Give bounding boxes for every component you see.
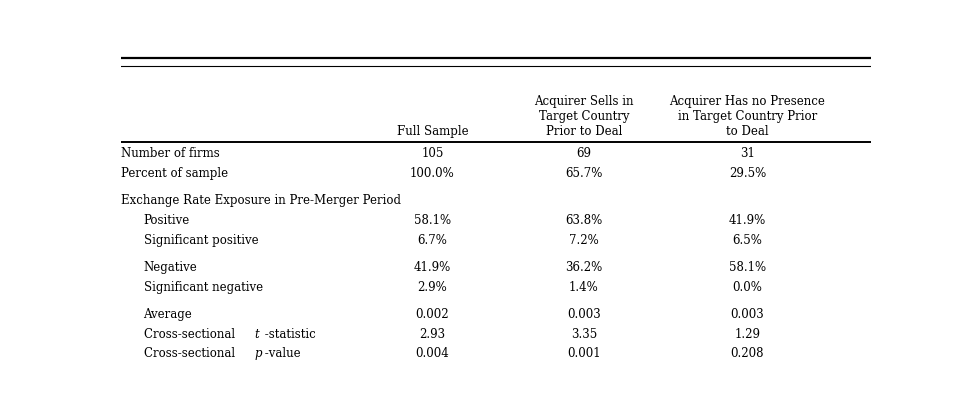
Text: 2.93: 2.93	[419, 328, 445, 341]
Text: Positive: Positive	[143, 214, 190, 227]
Text: p: p	[255, 347, 262, 360]
Text: 0.003: 0.003	[731, 308, 765, 321]
Text: 1.4%: 1.4%	[569, 281, 599, 294]
Text: 1.29: 1.29	[735, 328, 761, 341]
Text: 0.003: 0.003	[567, 308, 601, 321]
Text: 58.1%: 58.1%	[413, 214, 451, 227]
Text: 58.1%: 58.1%	[729, 261, 766, 274]
Text: 41.9%: 41.9%	[413, 261, 451, 274]
Text: 6.7%: 6.7%	[417, 234, 447, 246]
Text: Negative: Negative	[143, 261, 197, 274]
Text: Acquirer Has no Presence
in Target Country Prior
to Deal: Acquirer Has no Presence in Target Count…	[670, 95, 826, 138]
Text: 36.2%: 36.2%	[565, 261, 602, 274]
Text: 29.5%: 29.5%	[729, 167, 766, 180]
Text: 0.001: 0.001	[567, 347, 601, 360]
Text: 2.9%: 2.9%	[417, 281, 447, 294]
Text: 63.8%: 63.8%	[565, 214, 602, 227]
Text: 69: 69	[576, 147, 591, 160]
Text: 0.0%: 0.0%	[733, 281, 763, 294]
Text: 7.2%: 7.2%	[569, 234, 599, 246]
Text: 31: 31	[740, 147, 755, 160]
Text: 105: 105	[421, 147, 443, 160]
Text: Cross-sectional: Cross-sectional	[143, 347, 238, 360]
Text: Significant positive: Significant positive	[143, 234, 258, 246]
Text: Full Sample: Full Sample	[397, 125, 469, 138]
Text: 3.35: 3.35	[571, 328, 597, 341]
Text: 41.9%: 41.9%	[729, 214, 766, 227]
Text: t: t	[255, 328, 259, 341]
Text: Average: Average	[143, 308, 193, 321]
Text: 0.002: 0.002	[415, 308, 449, 321]
Text: Acquirer Sells in
Target Country
Prior to Deal: Acquirer Sells in Target Country Prior t…	[534, 95, 634, 138]
Text: Exchange Rate Exposure in Pre-Merger Period: Exchange Rate Exposure in Pre-Merger Per…	[121, 194, 401, 207]
Text: 0.208: 0.208	[731, 347, 764, 360]
Text: 100.0%: 100.0%	[410, 167, 455, 180]
Text: 65.7%: 65.7%	[565, 167, 602, 180]
Text: 6.5%: 6.5%	[733, 234, 763, 246]
Text: Percent of sample: Percent of sample	[121, 167, 228, 180]
Text: Number of firms: Number of firms	[121, 147, 220, 160]
Text: 0.004: 0.004	[415, 347, 449, 360]
Text: -statistic: -statistic	[261, 328, 316, 341]
Text: -value: -value	[261, 347, 301, 360]
Text: Cross-sectional: Cross-sectional	[143, 328, 238, 341]
Text: Significant negative: Significant negative	[143, 281, 262, 294]
